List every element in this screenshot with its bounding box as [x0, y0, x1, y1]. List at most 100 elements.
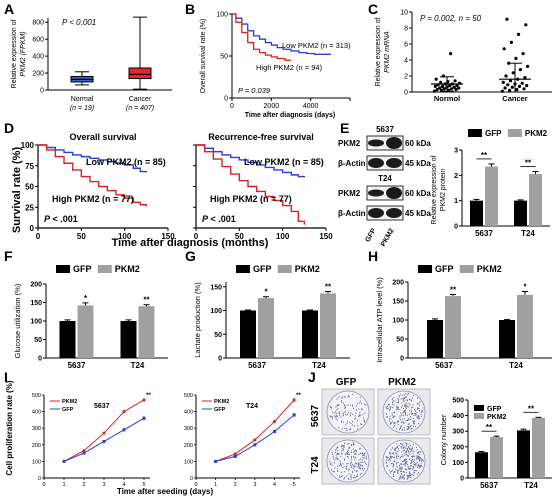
x-tick-label: 3 — [253, 482, 256, 488]
scatter-point — [522, 87, 526, 91]
significance-mark: ** — [296, 393, 301, 399]
p-value-annotation: P < 0.001 — [62, 18, 96, 27]
scatter-point — [514, 56, 518, 61]
y-tick-label: 100 — [21, 141, 35, 150]
x-tick-label: 100 — [118, 232, 132, 241]
blot-row-label: β-Actin — [338, 159, 366, 168]
data-point — [142, 416, 146, 420]
scatter-point — [515, 88, 519, 92]
y-tick-label: 400 — [452, 413, 464, 420]
y-tick-label: 100 — [184, 459, 193, 465]
legend-swatch-pkm2 — [277, 265, 292, 273]
y-tick-label: 10 — [400, 10, 408, 17]
legend-label-high: High PKM2 (n = 77) — [210, 194, 292, 204]
bar-gfp-t24 — [499, 320, 515, 358]
scatter-point — [442, 87, 446, 91]
y-axis-label: Overall survival rate (%) — [200, 19, 207, 94]
panel-g-bar-chart: 0 50 100 150 * 5637 ** T24 Lactate production (%… — [193, 264, 350, 370]
blot-band-gfp — [368, 189, 384, 197]
colony-dots — [329, 393, 367, 432]
category-label: Normol — [434, 94, 460, 103]
panel-letter-j: J — [308, 369, 316, 385]
y-tick-label: 50 — [25, 183, 34, 192]
data-point — [214, 459, 218, 463]
y-tick-label: 100 — [30, 319, 42, 326]
scatter-point — [438, 86, 442, 90]
y-tick-label: 200 — [32, 443, 41, 449]
panel-i-ylabel: Cell proliferation rate (%) — [5, 380, 14, 475]
y-axis-label: Relative expression of — [375, 18, 382, 87]
blot-kda-label: 45 kDa — [405, 159, 431, 168]
blot-band-pkm2 — [386, 158, 402, 168]
scatter-point — [505, 17, 509, 21]
y-tick-label: 2 — [404, 74, 408, 81]
y-tick-label: 4 — [404, 58, 408, 65]
culture-dish — [326, 390, 370, 434]
scatter-point — [511, 71, 515, 75]
y-tick-label: 2 — [454, 173, 458, 180]
y-tick-label: 600 — [32, 37, 44, 44]
chart-title: Recurrence-free survival — [208, 132, 314, 142]
y-tick-label: 75 — [25, 162, 34, 171]
category-label: 5637 — [68, 361, 86, 370]
y-axis-label: PKM2 (FPKM) — [20, 31, 27, 76]
panel-letter-c: C — [368, 1, 378, 17]
bar-pkm2-5637 — [445, 296, 461, 358]
well-col-pkm2: PKM2 — [388, 377, 416, 388]
scatter-point — [432, 89, 436, 93]
legend-label-high: High PKM2 (n = 77) — [52, 194, 134, 204]
panel-letter-h: H — [368, 248, 378, 264]
y-axis-label: Intracellular ATP level (%) — [375, 277, 384, 363]
y-tick-label: 0 — [40, 88, 44, 95]
scatter-point — [520, 81, 524, 85]
legend-label-gfp: GFP — [435, 264, 454, 274]
data-point — [122, 428, 126, 432]
y-tick-label: 300 — [32, 426, 41, 432]
scatter-point — [521, 52, 525, 56]
blot-kda-label: 60 kDa — [405, 189, 431, 198]
scatter-point — [525, 84, 529, 88]
y-axis-label: Relative expression of — [11, 20, 18, 89]
y-tick-label: 500 — [32, 393, 41, 399]
x-tick-label: 4 — [273, 482, 276, 488]
x-tick-label: 100 — [276, 232, 290, 241]
legend-swatch-gfp — [468, 129, 482, 137]
scatter-point — [452, 85, 456, 89]
panel-j-colony-wells — [321, 388, 431, 485]
y-tick-label: 500 — [452, 398, 464, 405]
blot-cell-line-5637: 5637 — [376, 125, 394, 134]
p-value-annotation: P = 0.039 — [238, 86, 271, 95]
y-tick-label: 300 — [184, 426, 193, 432]
blot-row-label: β-Actin — [338, 209, 366, 218]
y-tick-label: 200 — [184, 443, 193, 449]
category-n-label: (n = 19) — [70, 105, 94, 112]
data-point — [102, 431, 106, 435]
panel-letter-i: I — [4, 369, 8, 385]
survival-line-high — [38, 144, 148, 207]
legend-swatch-pkm2 — [97, 265, 112, 273]
category-n-label: (n = 407) — [126, 105, 154, 112]
x-tick-label: 1 — [214, 482, 217, 488]
legend-label-pkm2: PKM2 — [525, 129, 548, 138]
panel-a-boxplot: 0 200 400 600 800 Relative expression of PKM2 … — [11, 16, 172, 112]
data-point — [142, 398, 146, 402]
y-tick-label: 150 — [210, 284, 222, 291]
significance-mark: ** — [143, 296, 150, 305]
y-tick-label: 200 — [30, 282, 42, 289]
category-label: T24 — [524, 481, 538, 490]
significance-mark: ** — [528, 404, 535, 413]
y-tick-label: 400 — [32, 54, 44, 61]
x-tick-label: 5 — [142, 482, 145, 488]
survival-line-low — [196, 144, 306, 178]
y-tick-label: 100 — [210, 308, 222, 315]
survival-line-high — [232, 13, 291, 61]
legend-swatch-gfp — [56, 265, 70, 273]
bar-pkm2-5637 — [485, 166, 498, 226]
x-tick-label: 1 — [62, 482, 65, 488]
bar-gfp-t24 — [120, 321, 137, 358]
y-tick-label: 200 — [452, 444, 464, 451]
legend-label-pkm2: PKM2 — [115, 264, 140, 274]
y-tick-label: 50 — [34, 337, 42, 344]
